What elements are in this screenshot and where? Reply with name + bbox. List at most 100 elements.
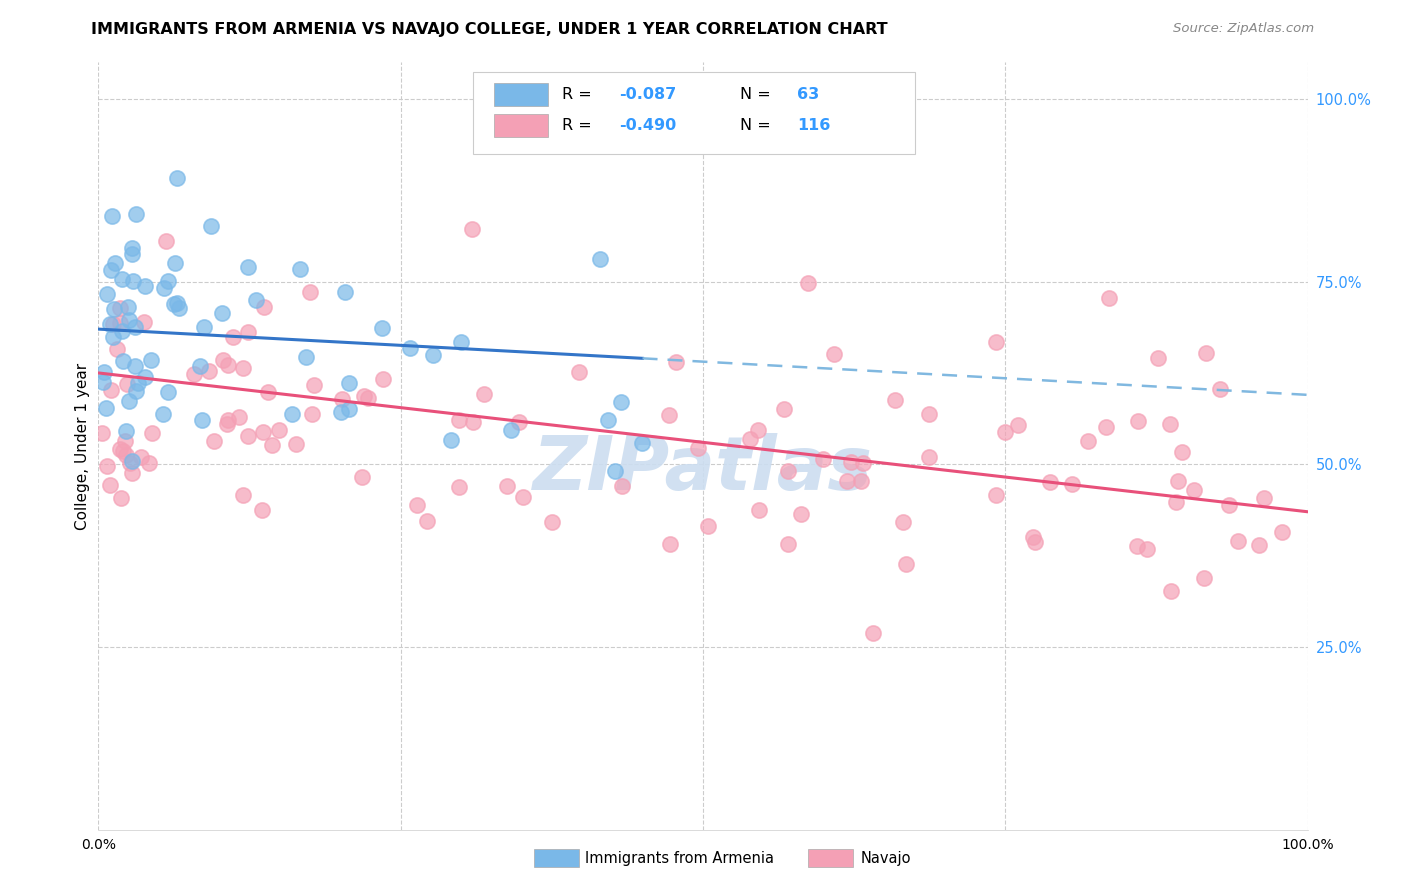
Point xyxy=(141,353,163,368)
Point xyxy=(122,274,145,288)
Point xyxy=(98,478,121,492)
Point xyxy=(245,293,267,308)
Point xyxy=(1024,535,1046,549)
Point xyxy=(295,351,318,365)
Point xyxy=(1167,474,1189,488)
Point xyxy=(252,425,274,439)
Point xyxy=(658,408,681,422)
Y-axis label: College, Under 1 year: College, Under 1 year xyxy=(75,362,90,530)
Point xyxy=(121,240,143,254)
Text: 63: 63 xyxy=(797,87,820,103)
Point xyxy=(893,515,915,529)
Point xyxy=(114,434,136,448)
Point xyxy=(269,423,291,437)
Point xyxy=(190,359,212,373)
Point xyxy=(110,301,132,316)
FancyBboxPatch shape xyxy=(494,83,548,106)
Point xyxy=(141,426,163,441)
Point xyxy=(796,276,818,290)
Point xyxy=(262,438,284,452)
Point xyxy=(103,330,125,344)
Text: R =: R = xyxy=(561,87,596,103)
Point xyxy=(596,413,619,427)
Point xyxy=(121,467,143,481)
Point xyxy=(1077,434,1099,448)
Point xyxy=(96,286,118,301)
Point xyxy=(748,503,770,517)
Point xyxy=(440,433,463,447)
Text: ZIPatlas: ZIPatlas xyxy=(533,433,873,506)
Point xyxy=(198,364,221,378)
Point xyxy=(357,391,380,405)
Text: Immigrants from Armenia: Immigrants from Armenia xyxy=(585,851,773,865)
Point xyxy=(299,285,322,299)
Point xyxy=(1271,525,1294,540)
Point xyxy=(1226,533,1249,548)
Point xyxy=(984,488,1007,502)
Point xyxy=(96,401,118,415)
Point xyxy=(111,271,134,285)
Point xyxy=(447,480,470,494)
Point xyxy=(222,330,245,344)
Text: IMMIGRANTS FROM ARMENIA VS NAVAJO COLLEGE, UNDER 1 YEAR CORRELATION CHART: IMMIGRANTS FROM ARMENIA VS NAVAJO COLLEG… xyxy=(91,22,889,37)
Point xyxy=(167,301,190,315)
Point xyxy=(472,386,495,401)
Point xyxy=(200,219,222,234)
Point xyxy=(337,376,360,390)
Point xyxy=(894,558,917,572)
Point xyxy=(450,335,472,350)
Point xyxy=(512,490,534,504)
Point xyxy=(686,441,709,455)
Point xyxy=(124,320,146,334)
Point xyxy=(1253,491,1275,505)
Point xyxy=(738,432,761,446)
Text: Navajo: Navajo xyxy=(860,851,911,865)
Point xyxy=(697,518,720,533)
Point xyxy=(1147,351,1170,366)
Point xyxy=(238,260,260,274)
Point xyxy=(236,326,259,340)
Point xyxy=(212,353,235,368)
Point xyxy=(1128,414,1150,428)
Point xyxy=(134,278,156,293)
Point xyxy=(153,281,176,295)
Point xyxy=(112,354,135,368)
Point xyxy=(986,335,1008,350)
Point xyxy=(918,450,941,464)
Point xyxy=(883,393,905,408)
Point xyxy=(163,256,186,270)
Point xyxy=(114,448,136,462)
Point xyxy=(1136,541,1159,556)
Point xyxy=(217,358,239,372)
Point xyxy=(111,324,134,338)
Point xyxy=(100,383,122,397)
Text: 116: 116 xyxy=(797,118,831,133)
Point xyxy=(156,384,179,399)
Point xyxy=(103,302,125,317)
Point xyxy=(100,317,122,331)
Point xyxy=(330,392,353,406)
Text: Source: ZipAtlas.com: Source: ZipAtlas.com xyxy=(1174,22,1315,36)
Point xyxy=(463,415,485,429)
Point xyxy=(1182,483,1205,497)
Point xyxy=(132,314,155,328)
Point xyxy=(129,450,152,464)
Point xyxy=(124,359,146,373)
Point xyxy=(110,491,132,506)
Point xyxy=(1039,475,1062,490)
Point xyxy=(166,171,188,186)
Point xyxy=(776,464,799,478)
Point xyxy=(589,252,612,266)
Text: -0.087: -0.087 xyxy=(620,87,676,103)
Point xyxy=(138,456,160,470)
Point xyxy=(1192,571,1215,585)
Point xyxy=(371,321,394,335)
Point xyxy=(232,488,254,502)
Point xyxy=(373,372,395,386)
Point xyxy=(125,384,148,398)
Point xyxy=(422,348,444,362)
Point xyxy=(91,425,114,440)
Point xyxy=(281,407,304,421)
Point xyxy=(776,537,799,551)
Point xyxy=(104,256,127,270)
